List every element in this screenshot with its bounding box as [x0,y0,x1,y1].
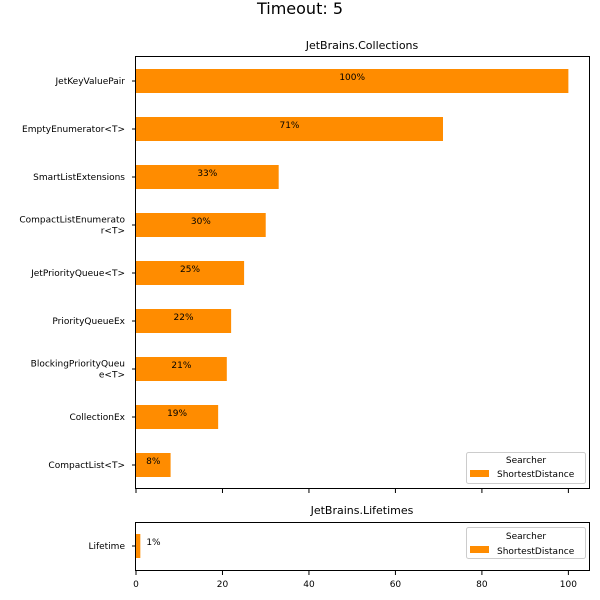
category-label: JetKeyValuePair [55,77,126,87]
category-label: Lifetime [88,542,125,552]
lifetimes-x-ticks: 0 20 40 60 80 100 [133,571,577,590]
lifetimes-legend: Searcher ShortestDistance [466,527,586,559]
legend-box [466,452,586,484]
bar-value-label: 30% [191,217,211,227]
lifetimes-panel-title: JetBrains.Lifetimes [310,504,414,517]
legend-swatch [470,546,489,553]
collections-category-labels: JetKeyValuePair EmptyEnumerator<T> SmartLi… [19,77,136,471]
category-label: JetPriorityQueue<T> [30,269,125,279]
bar [136,213,266,237]
bar [136,405,219,429]
collections-x-ticks [135,489,569,493]
legend-swatch [470,470,489,477]
bar-value-label: 19% [167,409,187,419]
figure-title: Timeout: 5 [256,0,343,18]
legend-title: Searcher [506,532,546,542]
bar-value-label: 22% [174,313,194,323]
category-label: PriorityQueueEx [52,317,125,327]
lifetimes-category-labels: Lifetime [88,542,136,552]
bar [136,309,232,333]
category-label: CompactListEnumerato r<T> [19,216,125,237]
legend-entry: ShortestDistance [497,547,575,557]
x-tick-label: 80 [476,580,488,590]
bar-value-label: 21% [171,361,191,371]
bar-value-label: 1% [146,538,161,548]
x-tick-label: 40 [303,580,315,590]
bar [136,261,245,285]
legend-box [466,527,586,559]
bar-value-label: 71% [279,121,299,131]
bar-value-label: 8% [146,457,161,467]
bar [136,117,443,141]
lifetimes-bars: 1% [136,534,161,558]
category-label: CompactList<T> [48,461,125,471]
collections-panel: JetBrains.Collections 100% 71% 33% 30% 25% 22… [19,39,590,493]
collections-legend: Searcher ShortestDistance [466,452,586,484]
collections-panel-title: JetBrains.Collections [305,39,419,52]
bar [136,534,141,558]
lifetimes-panel: JetBrains.Lifetimes 1% Lifetime 0 20 40 60 8… [88,504,590,590]
legend-entry: ShortestDistance [497,470,575,480]
bar-value-label: 33% [197,169,217,179]
category-label: CollectionEx [69,413,125,423]
collections-bars: 100% 71% 33% 30% 25% 22% 21% 19% 8% [136,69,569,477]
bar-value-label: 25% [180,265,200,275]
bar [136,453,171,477]
bar-value-label: 100% [339,73,365,83]
bar [136,69,569,93]
category-label: BlockingPriorityQueu e<T> [31,360,125,381]
category-label: SmartListExtensions [33,173,125,183]
x-tick-label: 20 [217,580,229,590]
bar [136,165,279,189]
legend-title: Searcher [506,456,546,466]
x-tick-label: 100 [560,580,577,590]
x-tick-label: 60 [390,580,402,590]
bar [136,357,227,381]
category-label: EmptyEnumerator<T> [22,125,125,135]
x-tick-label: 0 [133,580,139,590]
